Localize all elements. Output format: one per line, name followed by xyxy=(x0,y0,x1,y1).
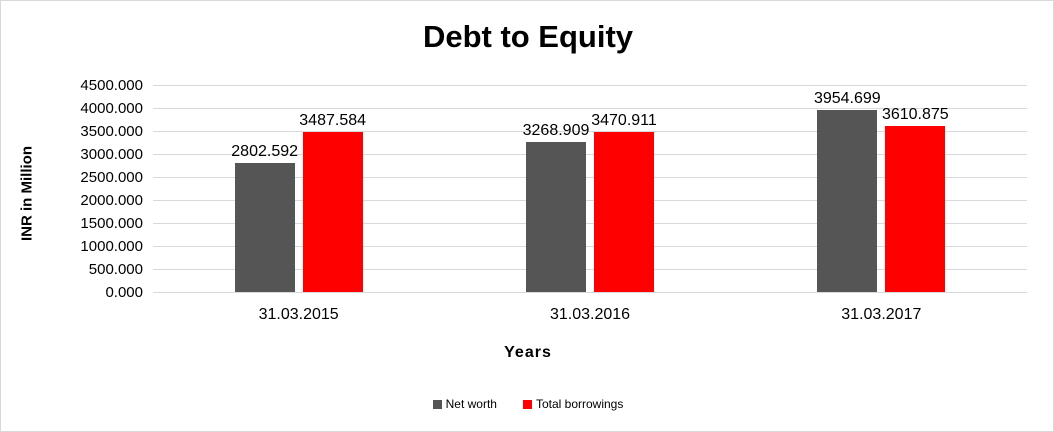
gridline xyxy=(153,200,1027,201)
bar-value-label: 3487.584 xyxy=(299,112,367,129)
plot-area: 2802.592 3487.584 3268.909 3470.911 3954.699… xyxy=(153,85,1027,293)
bar-value-label: 2802.592 xyxy=(231,143,299,160)
bar-total-borrowings[interactable] xyxy=(594,132,654,292)
gridline xyxy=(153,177,1027,178)
gridline xyxy=(153,292,1027,293)
gridline xyxy=(153,246,1027,247)
legend-item-networth[interactable]: Net worth xyxy=(432,397,497,411)
legend-swatch-icon xyxy=(522,399,532,409)
bar-value-label: 3610.875 xyxy=(881,106,949,123)
gridline xyxy=(153,269,1027,270)
legend-label: Net worth xyxy=(445,397,497,411)
y-axis-tick-label: 500.000 xyxy=(88,261,143,278)
gridline xyxy=(153,131,1027,132)
x-axis-category-label: 31.03.2016 xyxy=(549,306,631,323)
gridline xyxy=(153,223,1027,224)
y-axis-tick-label: 4500.000 xyxy=(80,77,143,94)
legend-label: Total borrowings xyxy=(535,397,624,411)
gridline xyxy=(153,108,1027,109)
bar-total-borrowings[interactable] xyxy=(885,126,946,292)
y-axis-tick-label: 4000.000 xyxy=(80,100,143,117)
legend-item-total-borrowings[interactable]: Total borrowings xyxy=(522,397,624,411)
bar-value-label: 3954.699 xyxy=(813,90,881,107)
y-axis-tick-label: 0.000 xyxy=(105,284,143,301)
gridline xyxy=(153,85,1027,86)
y-axis-tick-labels: 4500.000 4000.000 3500.000 3000.000 2500.000… xyxy=(53,78,143,300)
y-axis-title: INR in Million xyxy=(18,146,36,242)
y-axis-tick-label: 3500.000 xyxy=(80,123,143,140)
x-axis-title: Years xyxy=(504,344,552,361)
bar-value-label: 3268.909 xyxy=(522,122,590,139)
y-axis-tick-label: 2500.000 xyxy=(80,169,143,186)
legend-swatch-icon xyxy=(432,399,442,409)
y-axis-tick-label: 1500.000 xyxy=(80,215,143,232)
bar-networth[interactable] xyxy=(234,163,295,292)
chart-title: Debt to Equity xyxy=(422,19,634,54)
bar-networth[interactable] xyxy=(817,110,878,292)
x-axis-category-label: 31.03.2017 xyxy=(841,306,922,323)
bar-value-label: 3470.911 xyxy=(591,112,657,129)
x-axis-category-label: 31.03.2015 xyxy=(258,306,339,323)
chart-legend: Net worth Total borrowings xyxy=(1,397,1053,411)
bar-networth[interactable] xyxy=(526,142,586,292)
y-axis-tick-label: 1000.000 xyxy=(80,238,143,255)
y-axis-tick-label: 2000.000 xyxy=(80,192,143,209)
gridline xyxy=(153,154,1027,155)
bar-total-borrowings[interactable] xyxy=(302,132,363,292)
y-axis-tick-label: 3000.000 xyxy=(80,146,143,163)
